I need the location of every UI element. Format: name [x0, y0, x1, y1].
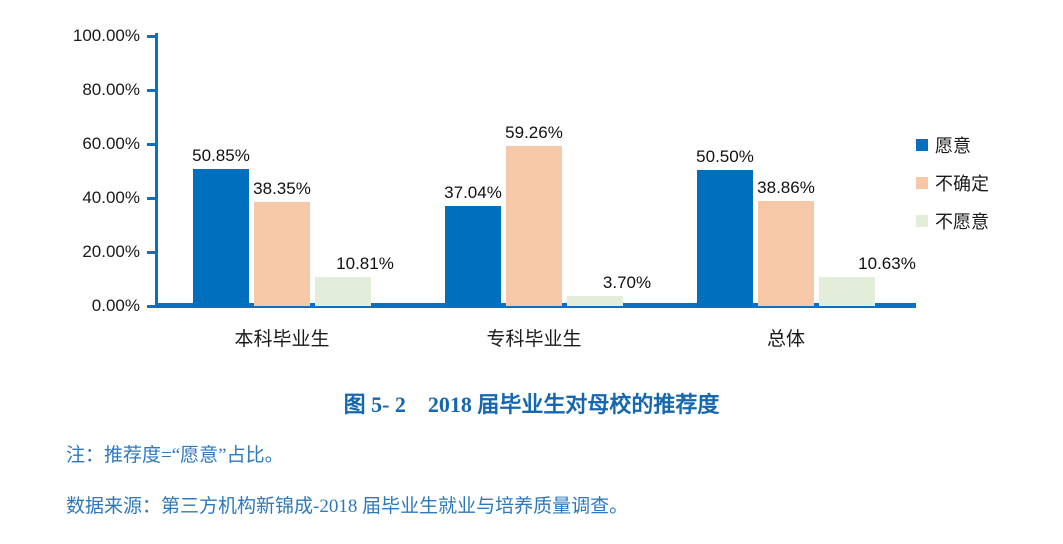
legend-item: 愿意 [916, 136, 989, 157]
y-axis-tick [147, 251, 155, 254]
legend-item: 不确定 [916, 174, 989, 195]
y-tick-label: 100.00% [72, 26, 140, 45]
value-label: 10.81% [336, 254, 394, 273]
y-axis-tick [147, 35, 155, 38]
bar-愿意-1 [445, 206, 501, 306]
figure-caption: 图 5- 2 2018 届毕业生对母校的推荐度 [343, 392, 720, 417]
value-label: 38.86% [757, 178, 815, 197]
bar-不愿意-1 [567, 296, 623, 306]
value-label: 3.70% [602, 273, 652, 292]
y-tick-label: 60.00% [82, 134, 140, 153]
y-tick-label: 40.00% [82, 188, 140, 207]
bar-愿意-2 [697, 170, 753, 306]
category-label: 本科毕业生 [234, 328, 330, 350]
y-tick-label: 0.00% [91, 296, 140, 315]
legend-label: 不愿意 [935, 212, 989, 233]
value-label: 50.85% [192, 146, 250, 165]
data-source-note: 数据来源：第三方机构新锦成-2018 届毕业生就业与培养质量调查。 [66, 496, 629, 517]
y-axis-tick [147, 197, 155, 200]
value-label: 10.63% [858, 254, 916, 273]
chart-legend: 愿意 不确定 不愿意 [916, 136, 989, 250]
legend-swatch-icon [916, 215, 928, 227]
value-label: 50.50% [696, 147, 754, 166]
value-label: 38.35% [253, 179, 311, 198]
y-axis-tick [147, 305, 155, 308]
bar-愿意-0 [193, 169, 249, 306]
y-tick-label: 80.00% [82, 80, 140, 99]
y-axis-tick [147, 89, 155, 92]
figure-note: 注：推荐度=“愿意”占比。 [66, 445, 284, 466]
value-label: 59.26% [505, 123, 563, 142]
bar-不确定-2 [758, 201, 814, 306]
bar-不愿意-0 [315, 277, 371, 306]
category-label: 专科毕业生 [486, 328, 582, 350]
bar-不确定-0 [254, 202, 310, 306]
legend-label: 愿意 [935, 136, 971, 157]
recommendation-bar-chart: 愿意不确定不愿意 0.00% 20.00% 40.00% 60.00% 80.00% 10… [72, 26, 989, 350]
legend-label: 不确定 [935, 174, 989, 195]
y-axis-line [155, 33, 158, 308]
legend-swatch-icon [916, 177, 928, 189]
y-axis-tick [147, 143, 155, 146]
y-tick-label: 20.00% [82, 242, 140, 261]
bar-不愿意-2 [819, 277, 875, 306]
legend-item: 不愿意 [916, 212, 989, 233]
bar-不确定-1 [506, 146, 562, 306]
legend-swatch-icon [916, 139, 928, 151]
value-label: 37.04% [444, 183, 502, 202]
category-label: 总体 [766, 328, 806, 350]
